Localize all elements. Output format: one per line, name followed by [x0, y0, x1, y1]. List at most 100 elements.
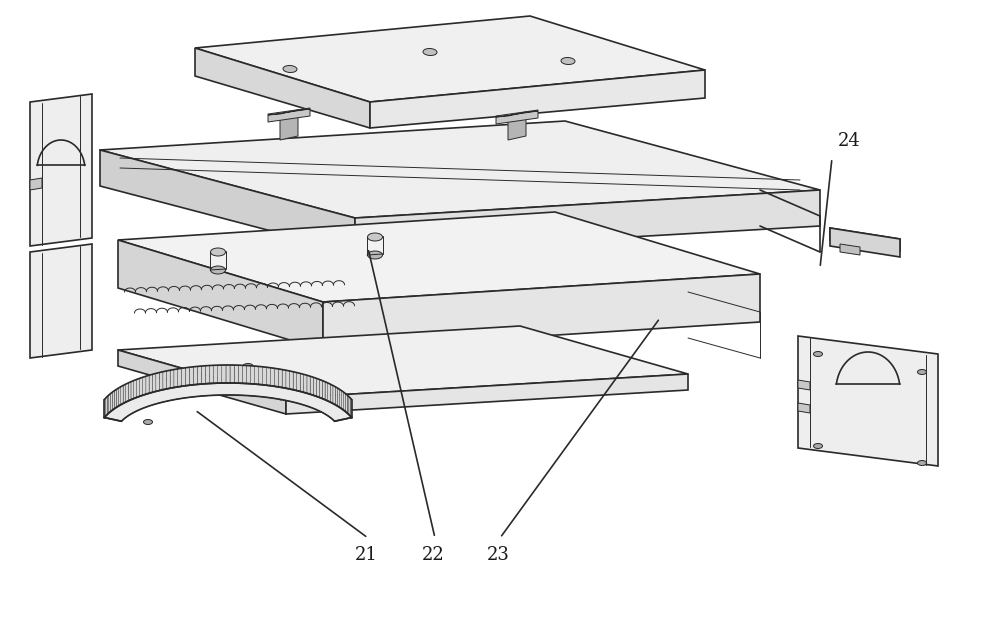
Polygon shape — [126, 383, 128, 402]
Polygon shape — [275, 368, 278, 387]
Polygon shape — [118, 326, 688, 398]
Polygon shape — [149, 375, 152, 393]
Polygon shape — [300, 373, 304, 392]
Polygon shape — [338, 388, 340, 407]
Polygon shape — [118, 240, 323, 350]
Polygon shape — [109, 394, 110, 413]
Ellipse shape — [813, 352, 822, 357]
Polygon shape — [195, 48, 370, 128]
Text: 22: 22 — [422, 546, 444, 564]
Ellipse shape — [211, 266, 226, 274]
Polygon shape — [319, 379, 322, 399]
Polygon shape — [798, 336, 938, 466]
Polygon shape — [163, 371, 166, 390]
Polygon shape — [280, 110, 298, 140]
Polygon shape — [508, 112, 526, 140]
Polygon shape — [344, 392, 346, 412]
Polygon shape — [114, 389, 116, 409]
Ellipse shape — [144, 420, 153, 425]
Polygon shape — [346, 394, 347, 413]
Polygon shape — [121, 386, 123, 405]
Polygon shape — [830, 228, 900, 257]
Polygon shape — [201, 366, 205, 384]
Polygon shape — [156, 373, 159, 391]
Polygon shape — [134, 379, 137, 399]
Polygon shape — [259, 366, 263, 385]
Polygon shape — [222, 365, 226, 383]
Polygon shape — [123, 384, 126, 404]
Polygon shape — [798, 380, 810, 390]
Polygon shape — [118, 212, 760, 302]
Polygon shape — [307, 375, 310, 394]
Polygon shape — [137, 378, 140, 397]
Polygon shape — [230, 365, 234, 383]
Polygon shape — [268, 109, 310, 115]
Polygon shape — [118, 387, 121, 406]
Polygon shape — [267, 367, 271, 386]
Ellipse shape — [561, 57, 575, 64]
Polygon shape — [840, 244, 860, 255]
Polygon shape — [323, 274, 760, 350]
Polygon shape — [110, 392, 112, 412]
Ellipse shape — [917, 460, 926, 465]
Ellipse shape — [917, 370, 926, 375]
Polygon shape — [112, 391, 114, 410]
Polygon shape — [174, 369, 178, 387]
Polygon shape — [181, 368, 185, 386]
Polygon shape — [100, 150, 355, 253]
Polygon shape — [104, 398, 106, 418]
Ellipse shape — [423, 48, 437, 56]
Ellipse shape — [283, 66, 297, 72]
Polygon shape — [247, 365, 251, 384]
Polygon shape — [100, 121, 820, 218]
Polygon shape — [297, 373, 300, 391]
Polygon shape — [322, 381, 325, 400]
Polygon shape — [159, 372, 163, 391]
Polygon shape — [370, 70, 705, 128]
Polygon shape — [106, 397, 107, 416]
Ellipse shape — [813, 444, 822, 449]
Polygon shape — [278, 369, 282, 387]
Polygon shape — [286, 370, 290, 389]
Polygon shape — [30, 244, 92, 358]
Polygon shape — [340, 389, 342, 409]
Polygon shape — [830, 228, 900, 251]
Polygon shape — [798, 403, 810, 413]
Polygon shape — [140, 377, 143, 396]
Polygon shape — [128, 382, 131, 401]
Text: 21: 21 — [355, 546, 377, 564]
Polygon shape — [234, 365, 238, 383]
Polygon shape — [333, 386, 335, 405]
Polygon shape — [104, 383, 352, 421]
Polygon shape — [118, 350, 286, 414]
Polygon shape — [178, 368, 181, 387]
Polygon shape — [325, 382, 328, 401]
Polygon shape — [195, 16, 705, 102]
Polygon shape — [293, 372, 297, 391]
Polygon shape — [282, 370, 286, 388]
Polygon shape — [286, 374, 688, 414]
Polygon shape — [349, 397, 350, 416]
Polygon shape — [316, 378, 319, 397]
Polygon shape — [193, 366, 197, 385]
Polygon shape — [328, 383, 330, 402]
Polygon shape — [304, 375, 307, 393]
Polygon shape — [238, 365, 242, 383]
Ellipse shape — [368, 233, 383, 241]
Polygon shape — [268, 108, 310, 122]
Polygon shape — [330, 384, 333, 404]
Text: 24: 24 — [838, 132, 861, 150]
Polygon shape — [310, 376, 313, 396]
Polygon shape — [496, 111, 538, 117]
Polygon shape — [107, 395, 109, 415]
Polygon shape — [185, 367, 189, 386]
Polygon shape — [152, 373, 156, 392]
Polygon shape — [251, 366, 255, 384]
Polygon shape — [226, 365, 230, 383]
Polygon shape — [30, 94, 92, 246]
Polygon shape — [335, 387, 338, 406]
Polygon shape — [30, 178, 42, 190]
Polygon shape — [170, 370, 174, 388]
Polygon shape — [131, 381, 134, 400]
Polygon shape — [242, 365, 247, 384]
